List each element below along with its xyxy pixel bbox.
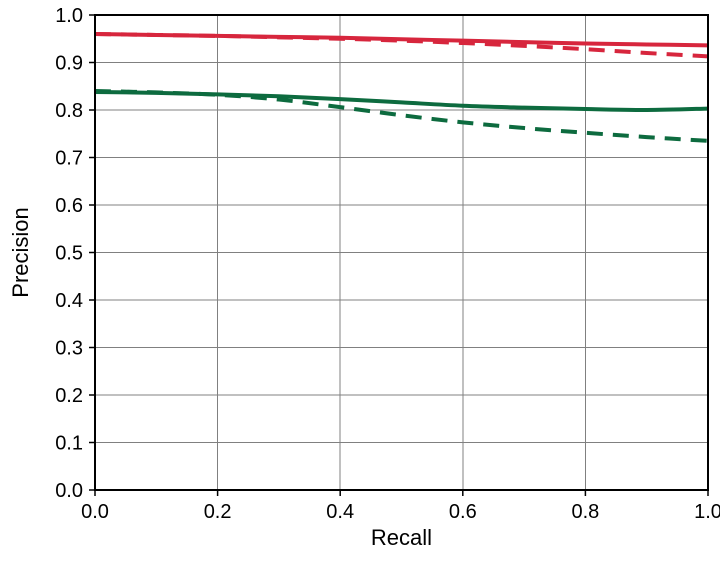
xtick-label: 0.4 xyxy=(326,501,354,523)
ytick-label: 1.0 xyxy=(55,5,83,27)
y-axis-label: Precision xyxy=(8,207,33,297)
line-chart: 0.0 0.2 0.4 0.6 0.8 1.0 0.0 0.1 0.2 0.3 0.4 0.5 0.6 0… xyxy=(0,0,720,570)
ytick-label: 0.0 xyxy=(55,480,83,502)
ytick-label: 0.5 xyxy=(55,243,83,265)
ytick-label: 0.9 xyxy=(55,53,83,75)
xtick-label: 0.2 xyxy=(204,501,232,523)
ytick-label: 0.8 xyxy=(55,100,83,122)
x-axis-label: Recall xyxy=(371,525,432,550)
chart-container: 0.0 0.2 0.4 0.6 0.8 1.0 0.0 0.1 0.2 0.3 0.4 0.5 0.6 0… xyxy=(0,0,720,570)
ytick-label: 0.3 xyxy=(55,338,83,360)
xtick-label: 0.6 xyxy=(449,501,477,523)
ytick-label: 0.4 xyxy=(55,290,83,312)
ytick-label: 0.7 xyxy=(55,148,83,170)
ytick-label: 0.6 xyxy=(55,195,83,217)
ytick-label: 0.2 xyxy=(55,385,83,407)
xtick-label: 0.8 xyxy=(571,501,599,523)
xtick-label: 0.0 xyxy=(81,501,109,523)
ytick-label: 0.1 xyxy=(55,433,83,455)
xtick-label: 1.0 xyxy=(694,501,720,523)
